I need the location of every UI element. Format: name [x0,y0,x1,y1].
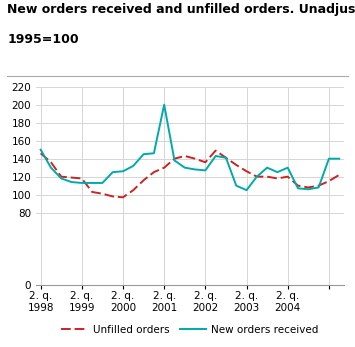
Unfilled orders [131,188,135,192]
Unfilled orders [317,184,321,188]
Unfilled orders [244,169,248,174]
Unfilled orders [265,175,269,179]
Unfilled orders [327,179,331,183]
Unfilled orders [173,156,177,161]
Unfilled orders [162,166,166,170]
New orders received [80,181,84,185]
Unfilled orders [193,156,197,161]
New orders received [306,187,310,191]
Unfilled orders [152,170,156,174]
Unfilled orders [100,192,104,196]
New orders received [224,156,228,160]
New orders received [213,154,218,158]
New orders received [182,166,187,170]
Unfilled orders [49,160,53,164]
Unfilled orders [141,178,146,182]
Line: New orders received: New orders received [40,105,339,190]
New orders received [275,170,279,174]
New orders received [285,166,290,170]
Unfilled orders [59,175,64,179]
New orders received [141,152,146,156]
New orders received [59,176,64,180]
Unfilled orders [80,176,84,180]
Unfilled orders [234,163,239,167]
Unfilled orders [70,176,74,180]
New orders received [49,166,53,170]
Text: 1995=100: 1995=100 [7,33,79,46]
Unfilled orders [38,151,43,155]
New orders received [234,184,239,188]
New orders received [131,164,135,168]
Unfilled orders [224,156,228,160]
New orders received [317,185,321,189]
New orders received [193,167,197,171]
New orders received [327,156,331,161]
Line: Unfilled orders: Unfilled orders [40,151,339,197]
Unfilled orders [306,185,310,189]
New orders received [121,169,125,174]
New orders received [265,166,269,170]
Unfilled orders [213,149,218,153]
Unfilled orders [182,154,187,158]
Unfilled orders [121,195,125,200]
New orders received [244,188,248,192]
Legend: Unfilled orders, New orders received: Unfilled orders, New orders received [57,320,323,339]
Unfilled orders [285,175,290,179]
Unfilled orders [296,184,300,188]
Unfilled orders [90,190,94,194]
New orders received [100,181,104,185]
New orders received [90,181,94,185]
Unfilled orders [203,160,207,164]
Unfilled orders [337,173,341,177]
New orders received [152,151,156,155]
Unfilled orders [275,176,279,180]
New orders received [162,103,166,107]
New orders received [255,175,259,179]
New orders received [296,186,300,191]
Text: New orders received and unfilled orders. Unadjusted.: New orders received and unfilled orders.… [7,3,355,16]
Unfilled orders [110,194,115,198]
New orders received [173,158,177,162]
New orders received [203,168,207,172]
New orders received [337,156,341,161]
New orders received [110,170,115,174]
New orders received [70,180,74,184]
New orders received [38,147,43,152]
Unfilled orders [255,175,259,179]
